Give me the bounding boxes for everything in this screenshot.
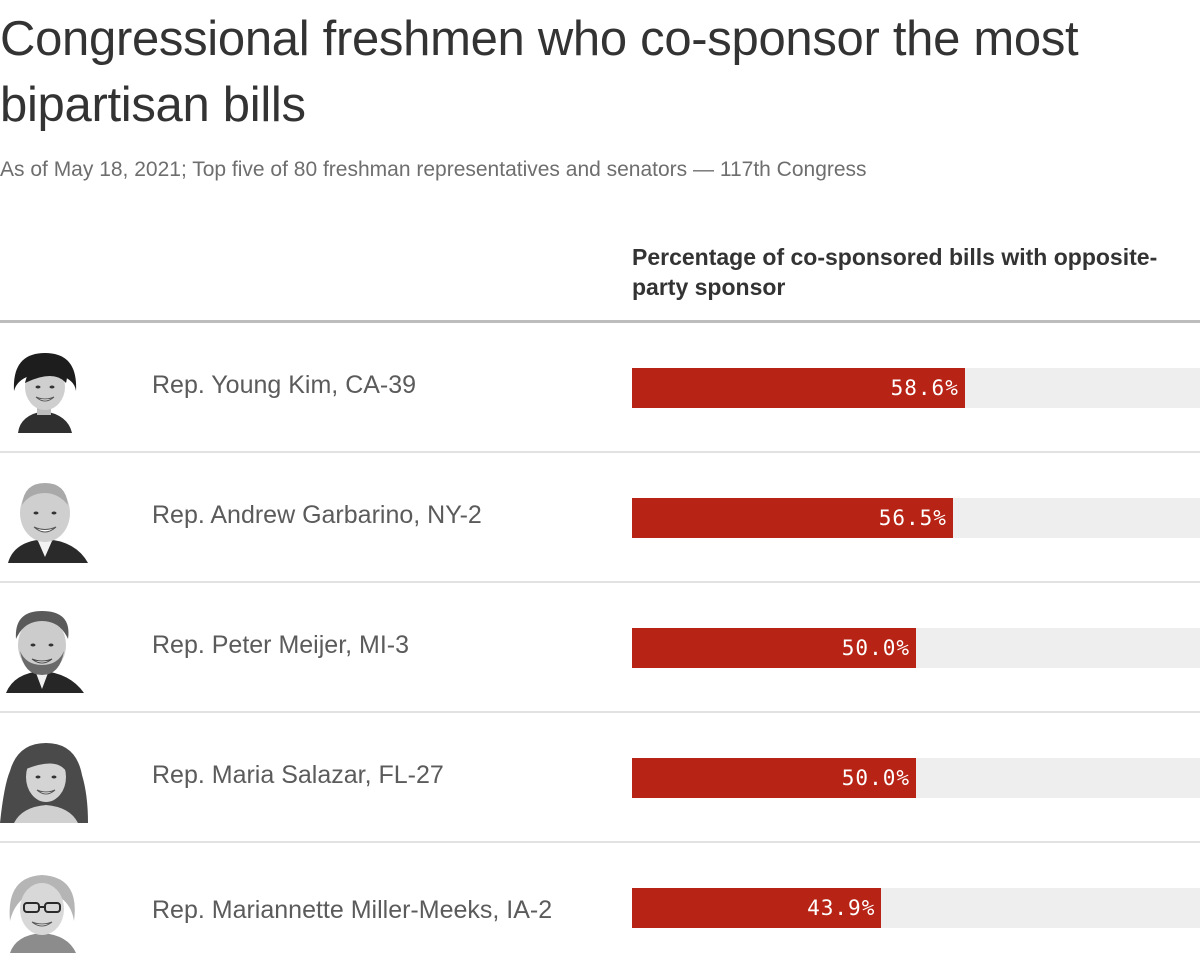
- chart-title: Congressional freshmen who co-sponsor th…: [0, 12, 1079, 132]
- column-header: Percentage of co-sponsored bills with op…: [632, 244, 1158, 300]
- table-row: Rep. Young Kim, CA-39 58.6%: [0, 323, 1200, 453]
- portrait-man-icon: [0, 605, 90, 693]
- chart-subtitle: As of May 18, 2021; Top five of 80 fresh…: [0, 158, 867, 181]
- bar-value-label: 50.0%: [841, 766, 910, 790]
- bar: 56.5%: [632, 498, 953, 538]
- bar-track: 50.0%: [632, 758, 1200, 798]
- bar: 43.9%: [632, 888, 882, 928]
- bar-track: 50.0%: [632, 628, 1200, 668]
- bar-rows: Rep. Young Kim, CA-39 58.6% Rep. Andrew …: [0, 323, 1200, 973]
- bar: 50.0%: [632, 628, 916, 668]
- table-row: Rep. Maria Salazar, FL-27 50.0%: [0, 713, 1200, 843]
- row-name: Rep. Andrew Garbarino, NY-2: [152, 501, 482, 529]
- bar: 58.6%: [632, 368, 965, 408]
- portrait-man-icon: [0, 475, 90, 563]
- portrait-woman-icon: [0, 735, 90, 823]
- bar-value-label: 56.5%: [878, 506, 947, 530]
- portrait-woman-icon: [0, 345, 90, 433]
- table-row: Rep. Andrew Garbarino, NY-2 56.5%: [0, 453, 1200, 583]
- table-row: Rep. Peter Meijer, MI-3 50.0%: [0, 583, 1200, 713]
- bar-track: 43.9%: [632, 888, 1200, 928]
- portrait-woman-glasses-icon: [0, 865, 90, 953]
- bar-value-label: 43.9%: [807, 896, 876, 920]
- bar-value-label: 50.0%: [841, 636, 910, 660]
- table-row: Rep. Mariannette Miller-Meeks, IA-2 43.9…: [0, 843, 1200, 973]
- row-name: Rep. Young Kim, CA-39: [152, 371, 417, 399]
- bar-track: 58.6%: [632, 368, 1200, 408]
- bar: 50.0%: [632, 758, 916, 798]
- header-divider: [0, 320, 1200, 323]
- row-name: Rep. Peter Meijer, MI-3: [152, 631, 410, 659]
- row-name: Rep. Maria Salazar, FL-27: [152, 761, 444, 789]
- bar-track: 56.5%: [632, 498, 1200, 538]
- row-name: Rep. Mariannette Miller-Meeks, IA-2: [152, 896, 553, 924]
- bar-value-label: 58.6%: [890, 376, 959, 400]
